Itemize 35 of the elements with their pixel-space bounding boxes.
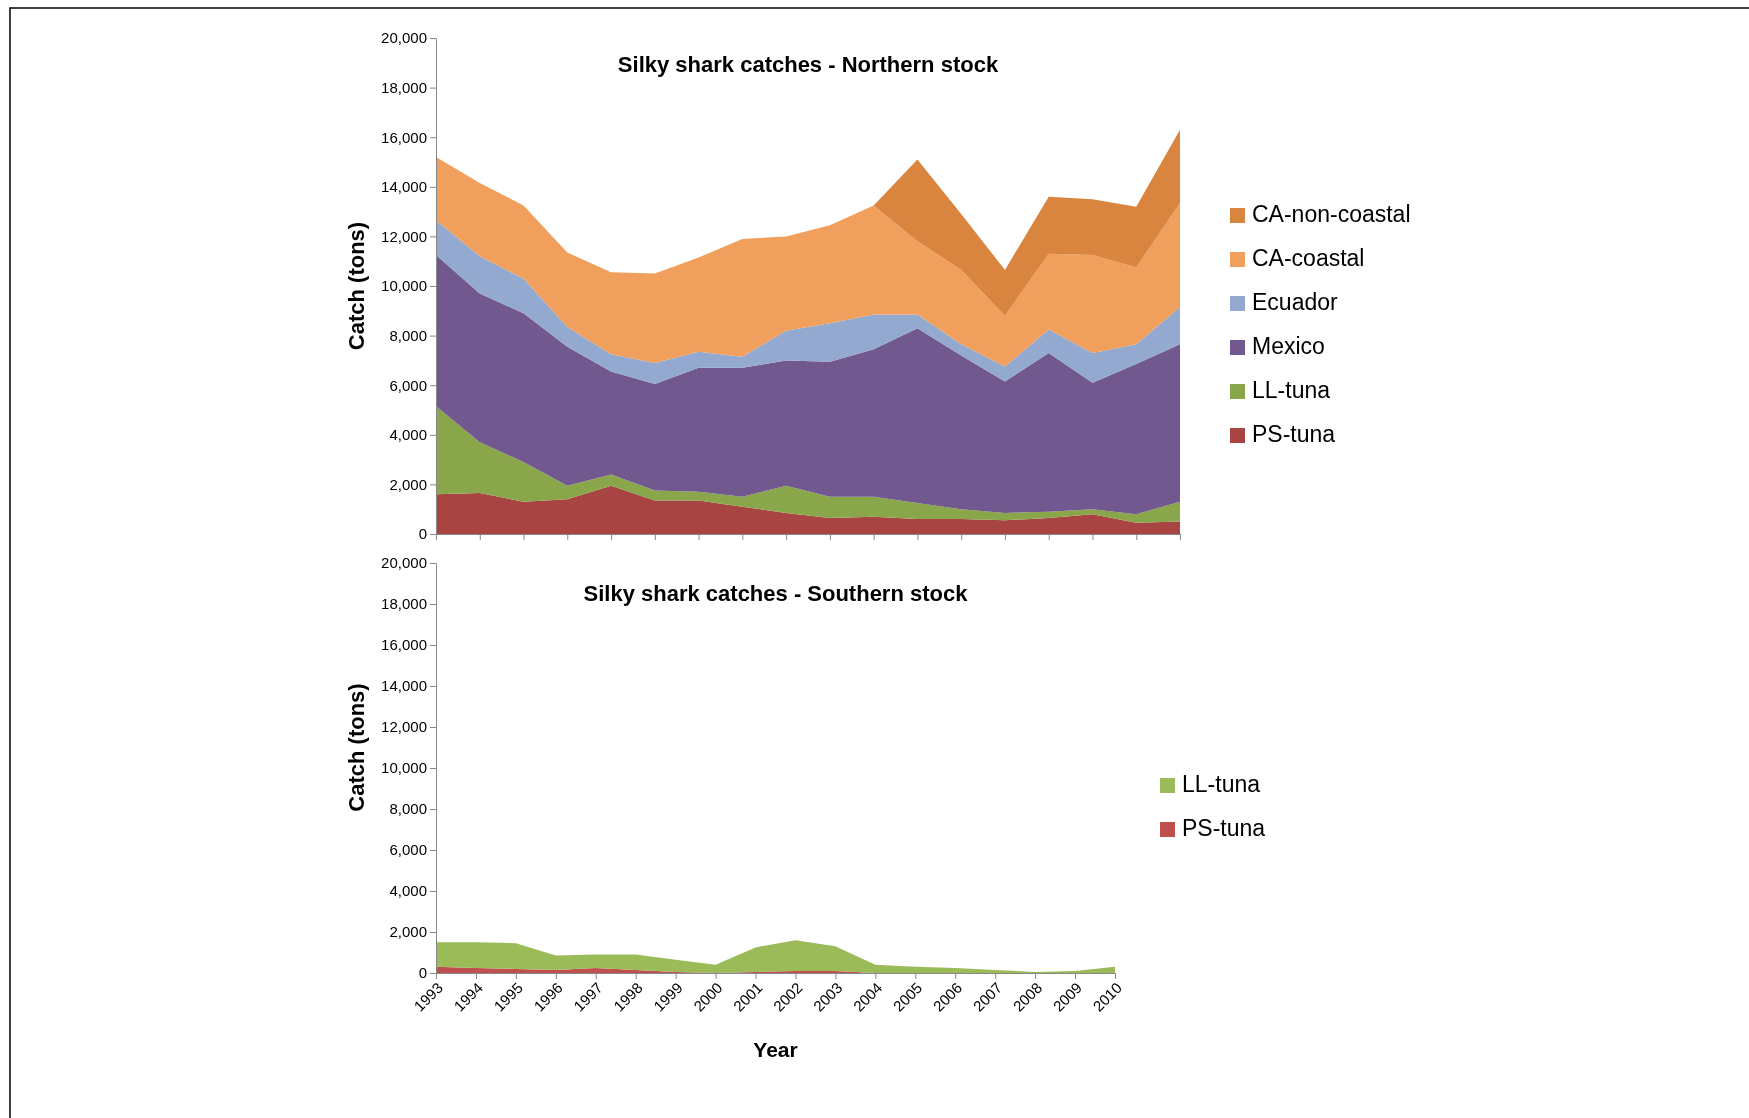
y-tick-label: 2,000 — [389, 475, 427, 493]
y-tick-label: 4,000 — [389, 882, 427, 900]
y-tick-label: 20,000 — [381, 554, 427, 572]
y-tick-label: 12,000 — [381, 718, 427, 736]
y-tick-label: 16,000 — [381, 636, 427, 654]
y-tick-label: 0 — [418, 525, 427, 543]
x-axis-title: Year — [753, 1038, 798, 1061]
y-tick-label: 8,000 — [389, 800, 427, 818]
y-axis-title: Catch (tons) — [344, 683, 369, 812]
legend-label: PS-tuna — [1252, 421, 1336, 447]
y-tick-label: 12,000 — [381, 227, 427, 245]
legend-label: Mexico — [1252, 333, 1325, 359]
y-tick-label: 10,000 — [381, 277, 427, 295]
y-tick-label: 10,000 — [381, 759, 427, 777]
y-tick-label: 18,000 — [381, 78, 427, 96]
y-tick-label: 0 — [418, 964, 427, 982]
legend-label: CA-non-coastal — [1252, 201, 1411, 227]
y-tick-label: 8,000 — [389, 326, 427, 344]
legend-label: LL-tuna — [1252, 377, 1331, 403]
y-tick-label: 4,000 — [389, 426, 427, 444]
text: Silky shark catches - Northern stock — [617, 52, 999, 77]
y-tick-label: 20,000 — [381, 29, 427, 47]
y-tick-label: 14,000 — [381, 178, 427, 196]
y-tick-label: 6,000 — [389, 841, 427, 859]
legend-label: CA-coastal — [1252, 245, 1365, 271]
y-tick-label: 16,000 — [381, 128, 427, 146]
y-tick-label: 18,000 — [381, 595, 427, 613]
text: Silky shark catches - Southern stock — [583, 581, 969, 606]
legend-label: Ecuador — [1252, 289, 1339, 315]
y-tick-label: 14,000 — [381, 677, 427, 695]
y-tick-label: 2,000 — [389, 923, 427, 941]
legend-label: LL-tuna — [1182, 771, 1261, 797]
y-tick-label: 6,000 — [389, 376, 427, 394]
y-axis-title: Catch (tons) — [344, 221, 369, 351]
legend-label: PS-tuna — [1182, 815, 1266, 841]
